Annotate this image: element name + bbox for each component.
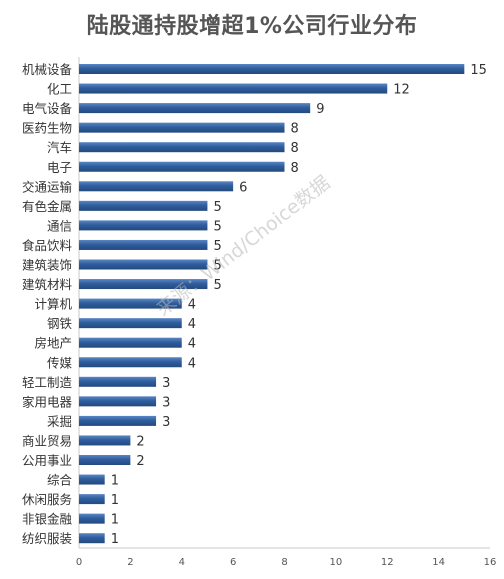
category-label: 综合	[47, 473, 73, 488]
x-tick-label: 0	[76, 557, 82, 568]
category-label: 电气设备	[22, 101, 73, 116]
x-tick-label: 10	[330, 557, 343, 568]
x-tick-label: 8	[281, 557, 287, 568]
data-label: 3	[162, 415, 170, 430]
data-label: 5	[213, 278, 221, 293]
data-label: 1	[111, 474, 119, 489]
data-label: 9	[316, 102, 324, 117]
category-label: 有色金属	[22, 199, 72, 214]
x-tick-label: 14	[432, 557, 445, 568]
data-label: 5	[213, 219, 221, 234]
data-label: 8	[291, 141, 299, 156]
bar	[79, 494, 105, 505]
data-label: 1	[111, 513, 119, 528]
bar	[79, 513, 105, 524]
category-label: 计算机	[34, 297, 72, 312]
category-label: 公用事业	[22, 453, 72, 468]
data-label: 4	[188, 356, 196, 371]
bar	[79, 259, 208, 270]
category-label: 建筑材料	[22, 277, 73, 292]
x-tick-label: 16	[484, 557, 497, 568]
data-label: 4	[188, 337, 196, 352]
data-label: 4	[188, 317, 196, 332]
bar	[79, 220, 208, 231]
category-label: 传媒	[47, 355, 73, 370]
bar	[79, 64, 465, 74]
data-label: 3	[162, 376, 170, 391]
data-label: 3	[162, 395, 170, 410]
bar	[79, 533, 105, 544]
bar	[79, 435, 131, 446]
bar	[79, 181, 234, 192]
bar	[79, 298, 182, 309]
bar	[79, 239, 208, 250]
category-label: 纺织服装	[22, 531, 72, 546]
category-label: 休闲服务	[22, 492, 72, 507]
category-label: 医药生物	[22, 121, 72, 136]
bar	[79, 200, 208, 211]
category-label: 钢铁	[47, 316, 73, 331]
x-tick-label: 4	[179, 557, 185, 568]
category-label: 非银金融	[22, 512, 73, 527]
chart-title: 陆股通持股增超1%公司行业分布	[86, 14, 418, 39]
data-label: 5	[213, 239, 221, 254]
category-label: 食品饮料	[22, 238, 73, 253]
x-tick-label: 12	[381, 557, 394, 568]
category-label: 家用电器	[22, 394, 73, 409]
category-label: 汽车	[47, 140, 72, 155]
data-label: 12	[393, 83, 410, 98]
data-label: 5	[213, 259, 221, 274]
category-label: 采掘	[47, 414, 72, 429]
bar	[79, 103, 311, 114]
bar	[79, 337, 182, 348]
data-label: 5	[213, 200, 221, 215]
bar	[79, 376, 157, 387]
bar	[79, 357, 182, 368]
data-label: 2	[136, 454, 144, 469]
category-label: 机械设备	[22, 62, 73, 77]
bar	[79, 455, 131, 465]
data-label: 1	[111, 532, 119, 547]
bar	[79, 83, 388, 94]
bar	[79, 279, 208, 290]
bar	[79, 474, 105, 485]
category-label: 建筑装饰	[22, 258, 72, 273]
bar	[79, 122, 285, 133]
x-tick-label: 6	[230, 557, 236, 568]
bar	[79, 415, 157, 426]
category-label: 交通运输	[22, 179, 73, 194]
category-label: 电子	[47, 160, 72, 175]
category-label: 房地产	[34, 336, 72, 351]
category-label: 化工	[47, 82, 72, 97]
bar	[79, 161, 285, 172]
data-label: 1	[111, 493, 119, 508]
data-label: 8	[291, 161, 299, 176]
bar	[79, 318, 182, 329]
x-tick-label: 2	[127, 557, 133, 568]
data-label: 2	[136, 434, 144, 449]
bar	[79, 396, 157, 407]
category-label: 通信	[47, 218, 72, 233]
data-label: 15	[470, 63, 487, 78]
data-label: 4	[188, 298, 196, 313]
data-label: 6	[239, 180, 247, 195]
category-label: 轻工制造	[22, 375, 73, 390]
bar	[79, 142, 285, 153]
data-label: 8	[291, 122, 299, 137]
category-label: 商业贸易	[22, 433, 72, 448]
